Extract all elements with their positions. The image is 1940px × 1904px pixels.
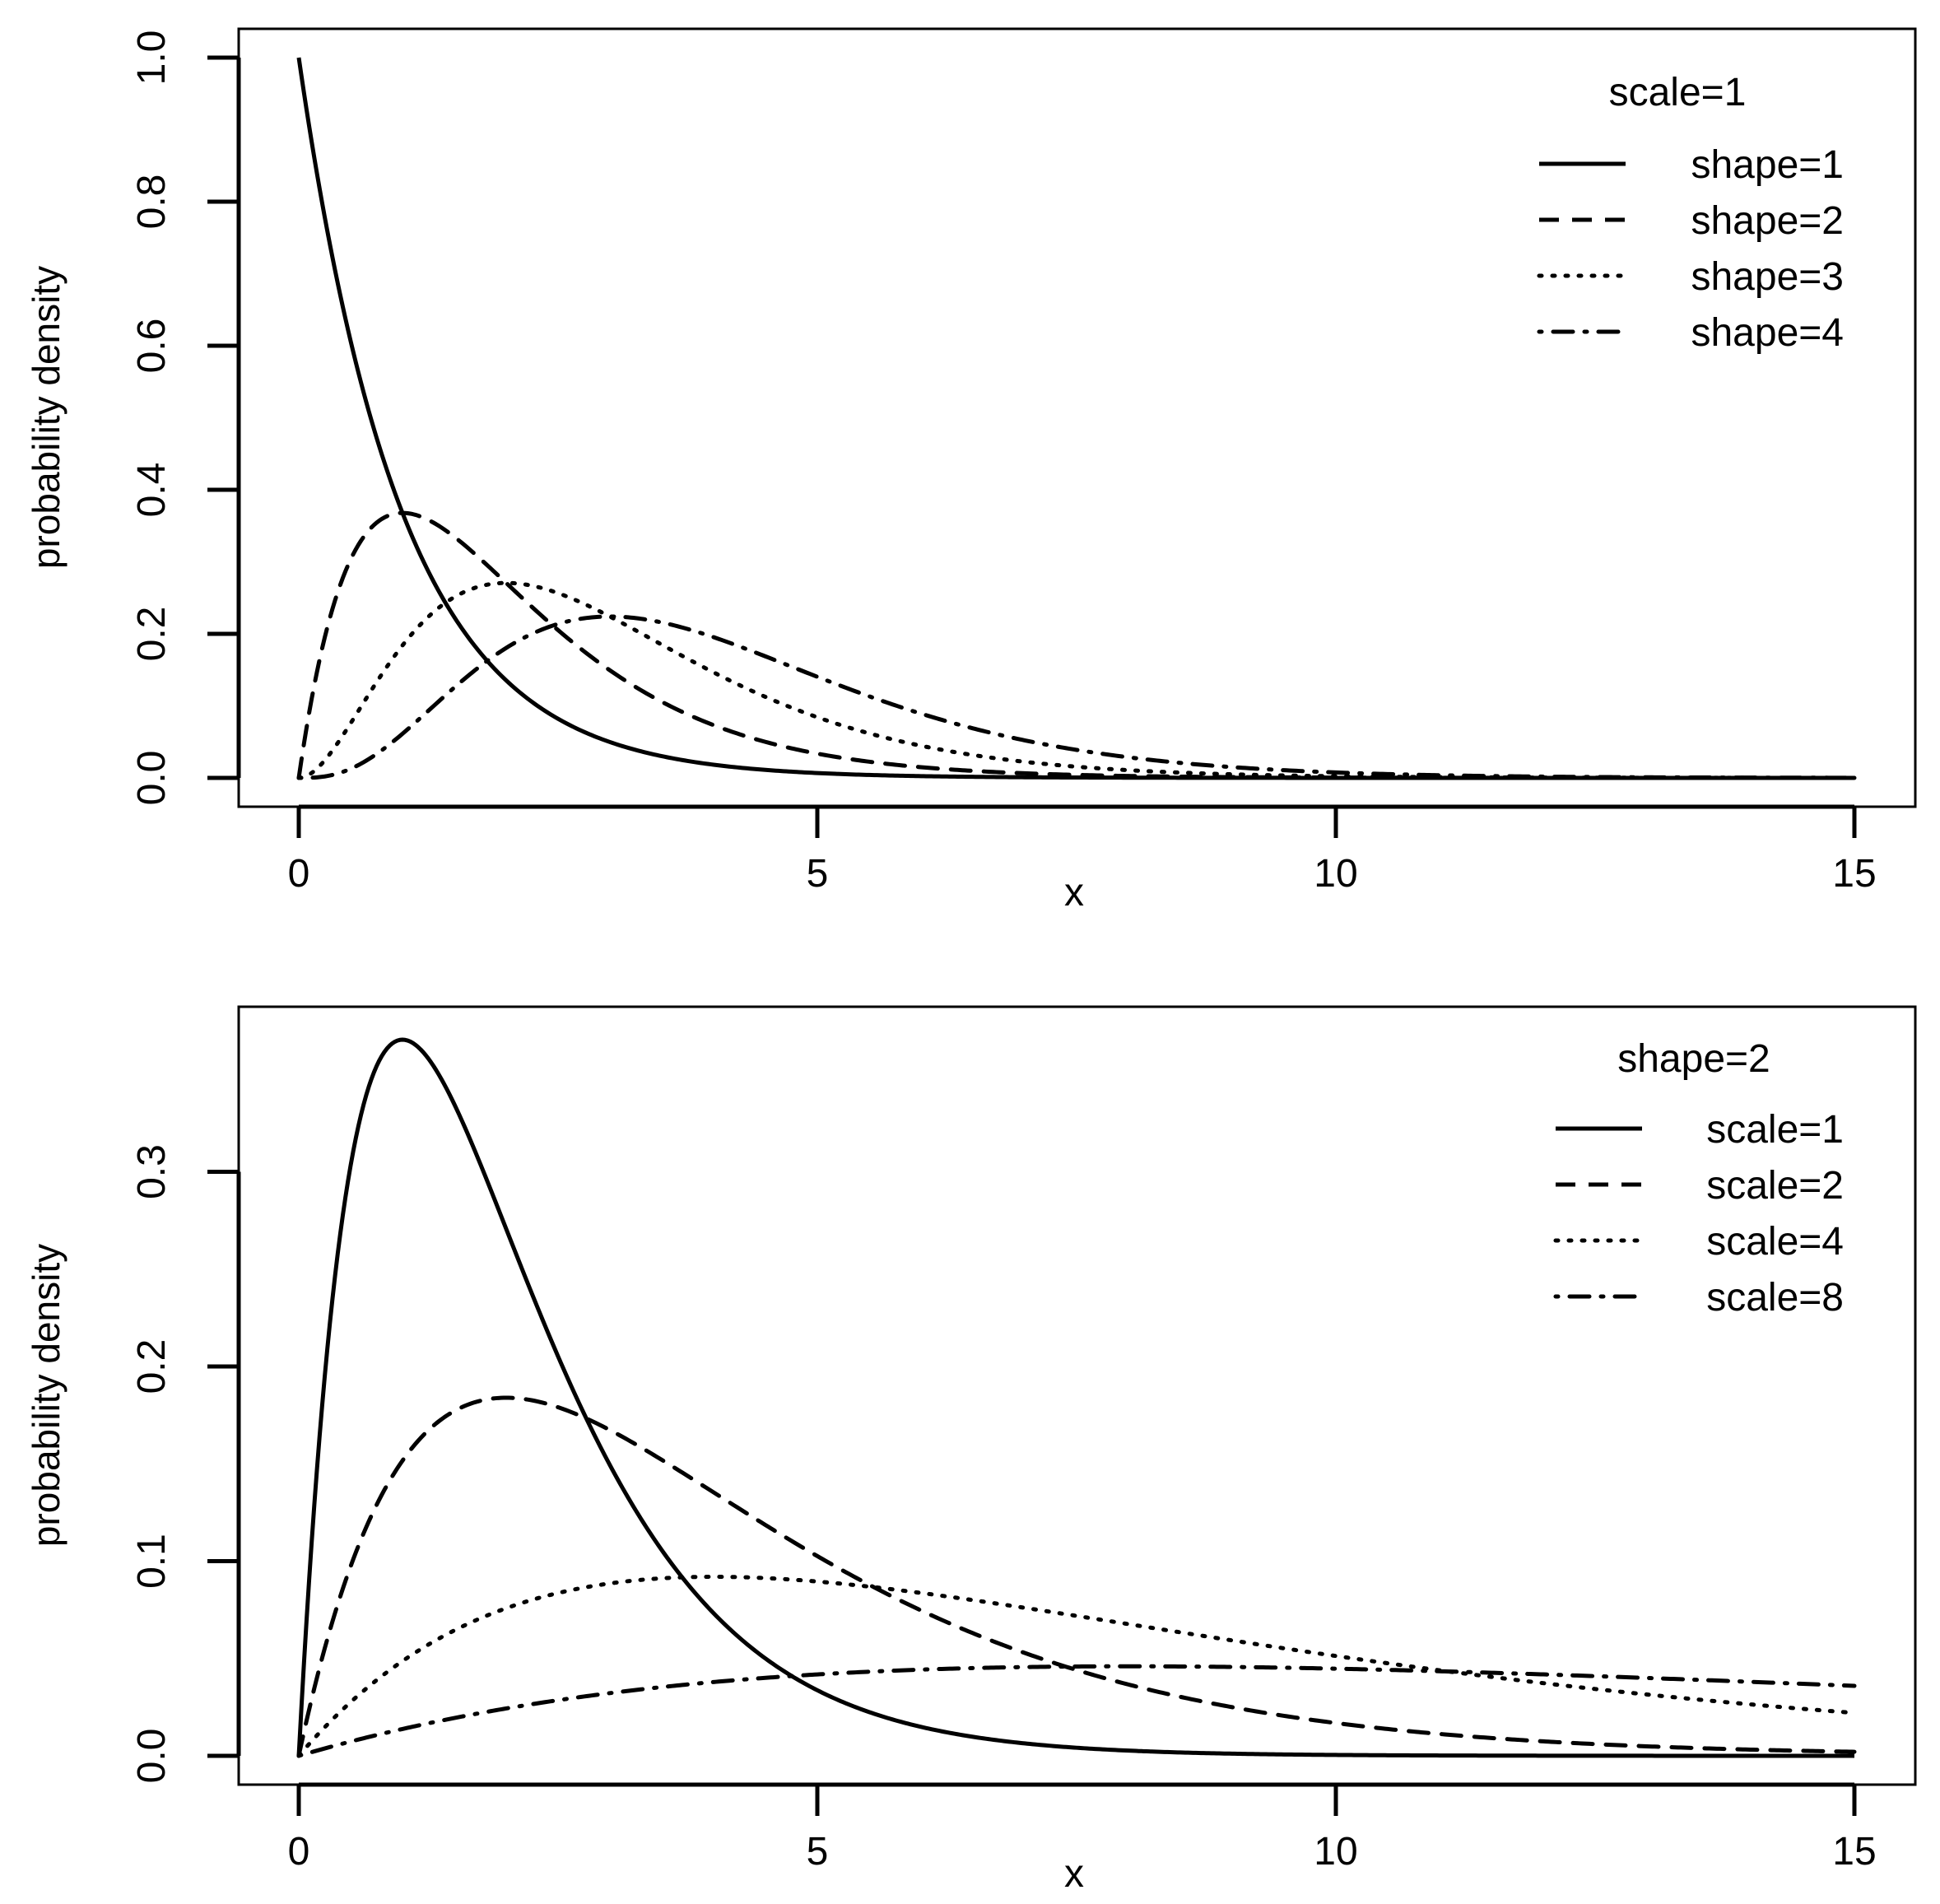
legend-title: scale=1 [1609, 71, 1747, 114]
y-axis-label: probability density [25, 266, 67, 569]
series-line-shape-4 [296, 614, 1857, 780]
y-tick-label: 0.6 [130, 319, 174, 374]
legend-label: scale=1 [1706, 1108, 1844, 1152]
y-tick-label: 0.1 [130, 1534, 174, 1589]
y-axis: 0.0 0.1 0.2 0.3 [130, 1144, 241, 1784]
x-tick-label: 0 [288, 852, 310, 896]
y-axis-label: probability density [25, 1244, 67, 1547]
series-line-scale-2 [296, 1395, 1857, 1758]
series-line-scale-8 [296, 1664, 1857, 1758]
legend-label: scale=2 [1706, 1164, 1844, 1208]
series-lines [296, 1037, 1857, 1758]
y-tick-label: 0.8 [130, 175, 174, 230]
series-line-scale-1 [296, 1037, 1854, 1758]
legend-title: shape=2 [1617, 1037, 1770, 1081]
x-tick-label: 10 [1314, 852, 1357, 896]
x-axis: 0 5 10 15 [288, 1782, 1877, 1874]
legend-label: shape=1 [1691, 143, 1844, 187]
series-lines [296, 57, 1857, 780]
y-tick-label: 0.0 [130, 751, 174, 806]
series-line-scale-4 [296, 1575, 1857, 1758]
legend-label: shape=3 [1691, 255, 1844, 299]
x-tick-label: 5 [807, 852, 829, 896]
y-axis: 0.0 0.2 0.4 0.6 0.8 1.0 [130, 30, 241, 806]
chart-panel-bottom: 0 5 10 15 0.0 0.1 0.2 0.3 x probability densit… [25, 1005, 1917, 1896]
y-tick-label: 1.0 [130, 30, 174, 86]
chart-panel-top: 0 5 10 15 0.0 0.2 0.4 0.6 0.8 1.0 x probability … [25, 27, 1917, 915]
series-line-shape-3 [296, 580, 1857, 780]
x-tick-label: 0 [288, 1830, 310, 1874]
legend-label: shape=2 [1691, 199, 1844, 243]
legend-label: shape=4 [1691, 311, 1844, 355]
x-tick-label: 5 [807, 1830, 829, 1874]
x-tick-label: 15 [1832, 1830, 1876, 1874]
x-tick-label: 10 [1314, 1830, 1357, 1874]
y-tick-label: 0.0 [130, 1729, 174, 1784]
x-axis-label: x [1064, 871, 1084, 915]
y-tick-label: 0.4 [130, 463, 174, 518]
legend: shape=2 scale=1 scale=2 scale=4 scale=8 [1553, 1037, 1844, 1320]
legend-label: scale=8 [1706, 1276, 1844, 1320]
y-tick-label: 0.3 [130, 1144, 174, 1199]
y-tick-label: 0.2 [130, 607, 174, 662]
x-tick-label: 15 [1832, 852, 1876, 896]
x-axis: 0 5 10 15 [288, 804, 1877, 896]
x-axis-label: x [1064, 1852, 1084, 1896]
legend: scale=1 shape=1 shape=2 shape=3 shape=4 [1537, 71, 1844, 355]
legend-label: scale=4 [1706, 1220, 1844, 1264]
y-tick-label: 0.2 [130, 1339, 174, 1394]
